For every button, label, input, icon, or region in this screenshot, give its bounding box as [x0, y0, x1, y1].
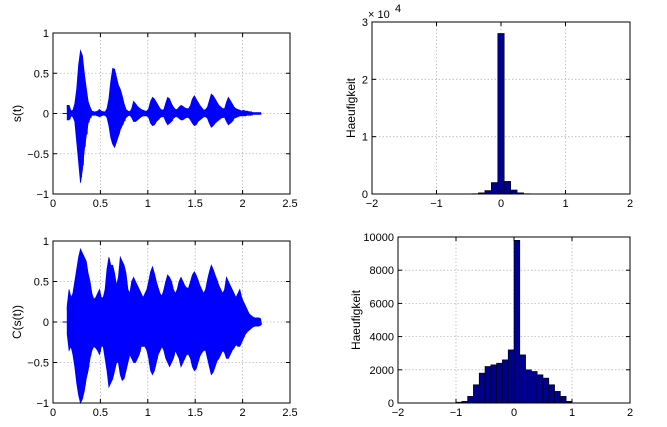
y-tick-label: 0	[43, 109, 49, 121]
y-tick-label: 0	[43, 317, 49, 329]
chart-top-left: 0 0.5 1 1.5 2 2.5 1 0.5 0 −0.5 −1 s(t)	[10, 28, 298, 210]
x-tick-label: −2	[392, 407, 405, 419]
y-tick-label: 3	[362, 17, 368, 29]
histogram-bar	[519, 354, 526, 404]
y-tick-label: 0.5	[34, 277, 49, 289]
y-tick-label: −1	[36, 189, 49, 201]
y-tick-label: 8000	[370, 265, 394, 277]
histogram-bar	[496, 362, 503, 404]
y-axis-label: s(t)	[10, 105, 24, 122]
histogram-bar	[542, 377, 550, 404]
chart-top-right: −2 −1 0 1 2 3 2 1 0 × 10 4 Haeufigkeit	[344, 3, 633, 210]
x-tick-label: 2.5	[282, 198, 297, 210]
y-tick-label: 1	[362, 132, 368, 144]
y-tick-label: 6000	[370, 298, 394, 310]
histogram-bar	[560, 396, 567, 404]
histogram-bar	[525, 369, 532, 404]
histogram-bar	[531, 371, 538, 404]
y-tick-label: 2	[362, 74, 368, 86]
histogram-bar	[490, 364, 497, 404]
x-tick-label: 0	[50, 198, 56, 210]
histogram-bar	[510, 189, 518, 195]
y-exponent-label: × 10	[368, 9, 390, 21]
x-tick-label: 0	[511, 407, 517, 419]
histogram-bar	[497, 33, 505, 195]
x-tick-label: 1	[569, 407, 575, 419]
x-tick-label: −1	[430, 198, 443, 210]
histogram-bar	[478, 372, 486, 404]
y-exponent-power: 4	[395, 3, 401, 15]
x-tick-label: 2	[627, 198, 633, 210]
histogram-bar	[502, 359, 509, 404]
histogram-bar	[484, 366, 492, 404]
y-tick-label: 10000	[363, 232, 394, 244]
histogram-bar	[507, 349, 515, 404]
histogram-bar	[554, 391, 561, 404]
x-tick-label: 0	[498, 198, 504, 210]
x-tick-label: 1	[145, 198, 151, 210]
x-tick-label: −1	[450, 407, 463, 419]
histogram-bar	[467, 396, 474, 404]
signal-trace	[66, 254, 262, 397]
y-tick-label: 0.5	[34, 68, 49, 80]
histogram-bar	[484, 190, 492, 195]
y-tick-label: −1	[36, 398, 49, 410]
y-tick-label: 4000	[370, 332, 394, 344]
y-tick-label: 1	[43, 236, 49, 248]
y-tick-label: 1	[43, 28, 49, 40]
x-tick-label: 1.5	[188, 407, 203, 419]
y-tick-label: −0.5	[27, 358, 49, 370]
y-axis-label: Haeufigkeit	[344, 77, 358, 138]
x-tick-label: 2	[240, 407, 246, 419]
y-tick-label: −0.5	[27, 149, 49, 161]
x-tick-label: 1	[562, 198, 568, 210]
chart-bottom-right: −2 −1 0 1 2 10000 8000 6000 4000 2000 0 Haeufigkeit	[349, 232, 633, 419]
x-tick-label: 1.5	[188, 198, 203, 210]
y-axis-label: C(s(t))	[10, 305, 24, 339]
histogram-bar	[536, 374, 544, 404]
x-tick-label: 0.5	[93, 407, 108, 419]
histogram-bar	[503, 181, 511, 195]
y-tick-label: 0	[362, 189, 368, 201]
histogram-bar	[513, 240, 521, 404]
chart-bottom-left: 0 0.5 1 1.5 2 2.5 1 0.5 0 −0.5 −1 C(s(t))	[10, 236, 298, 419]
histogram-bar	[473, 384, 480, 404]
x-tick-label: 0	[50, 407, 56, 419]
x-tick-label: 0.5	[93, 198, 108, 210]
y-axis-label: Haeufigkeit	[349, 289, 363, 350]
x-tick-label: 2.5	[282, 407, 297, 419]
histogram-bar	[491, 182, 499, 195]
signal-envelope	[66, 49, 261, 183]
y-tick-label: 0	[388, 398, 394, 410]
x-tick-label: 1	[145, 407, 151, 419]
histogram-bar	[548, 384, 555, 404]
x-tick-label: 2	[240, 198, 246, 210]
y-tick-label: 2000	[370, 365, 394, 377]
x-tick-label: 2	[627, 407, 633, 419]
x-tick-label: −2	[366, 198, 379, 210]
